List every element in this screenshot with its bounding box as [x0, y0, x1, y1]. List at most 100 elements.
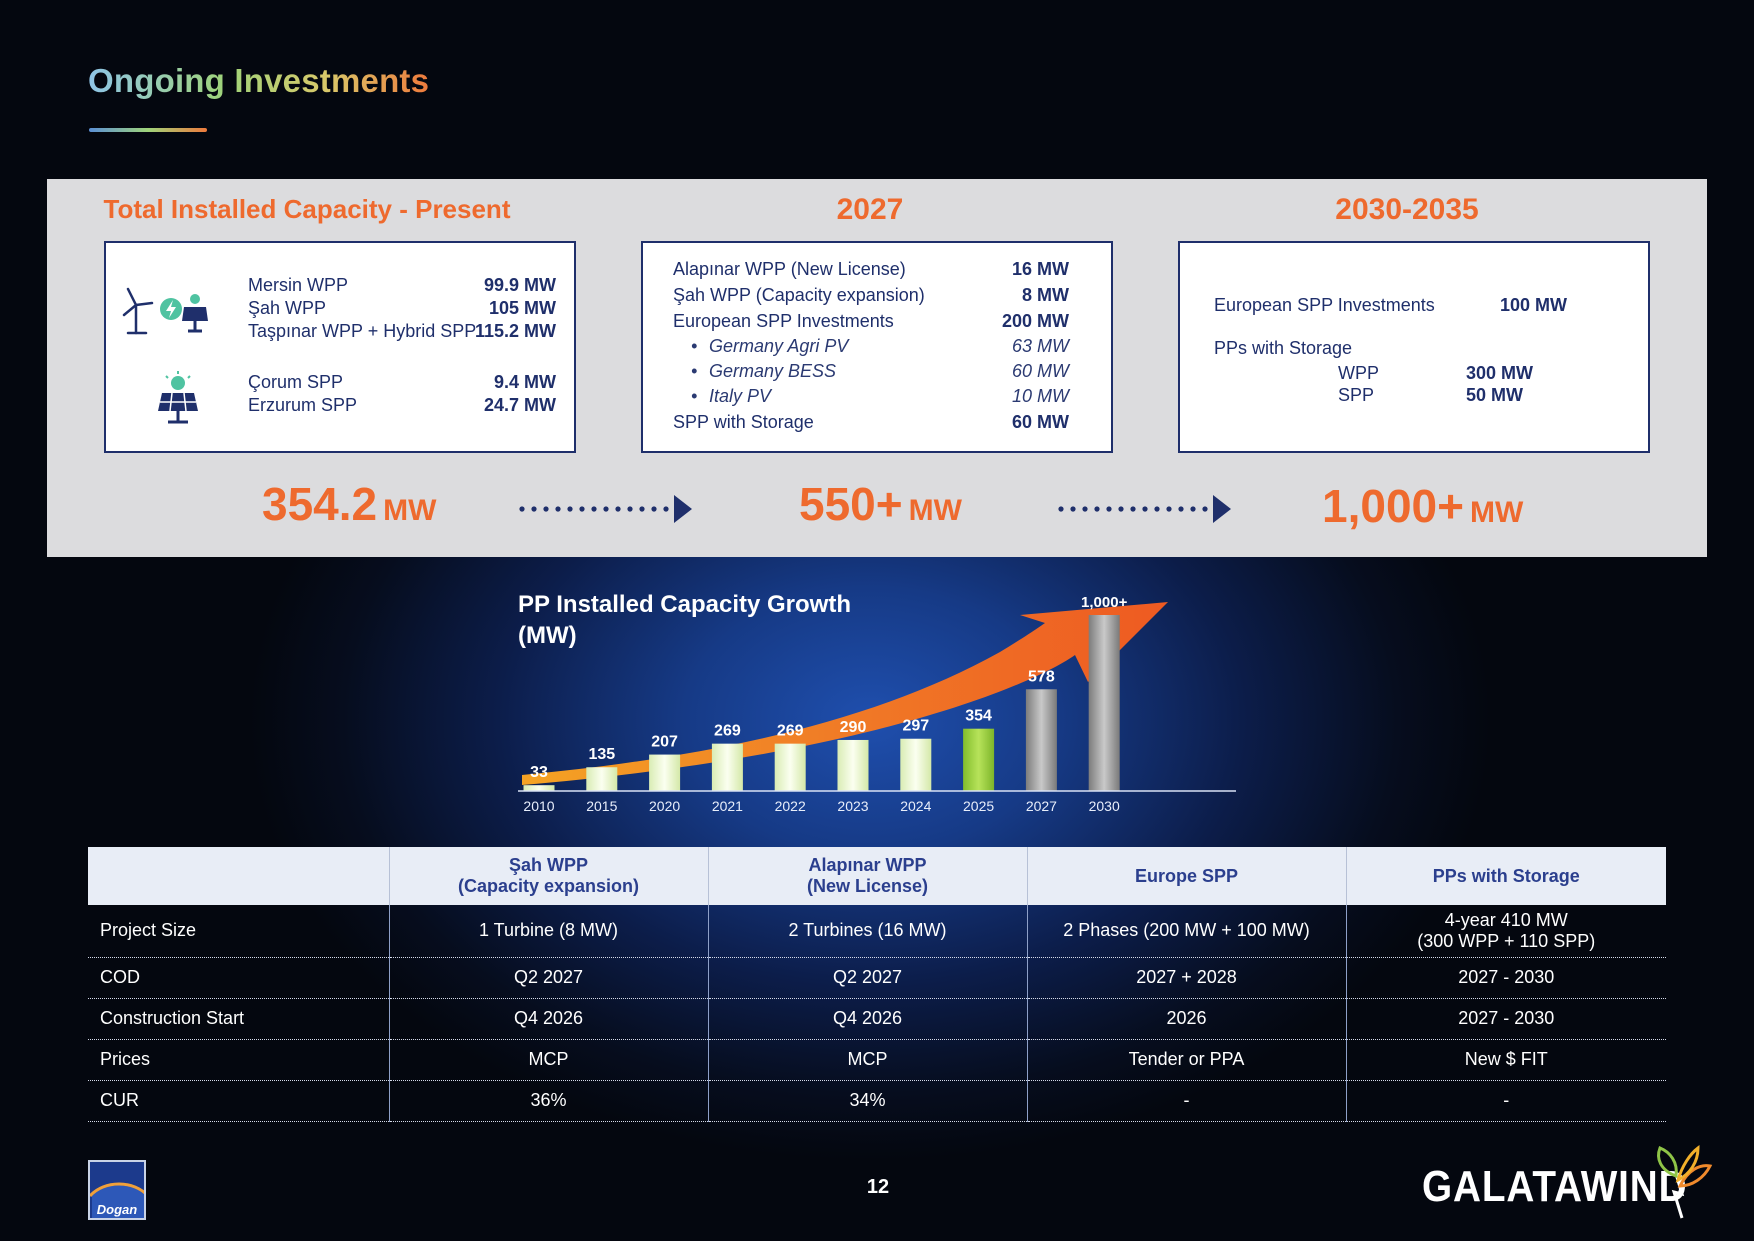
table-row: Project Size 1 Turbine (8 MW) 2 Turbines (…: [88, 905, 1666, 958]
table-cell: 4-year 410 MW (300 WPP + 110 SPP): [1346, 905, 1666, 958]
chart-bar: [586, 767, 618, 791]
chart-bar: [900, 738, 932, 791]
y2027-row-label: Şah WPP (Capacity expansion): [673, 285, 925, 305]
title-underline: [89, 128, 207, 132]
table-header-row: Şah WPP (Capacity expansion) Alapınar WPP…: [88, 847, 1666, 905]
dotted-arrow-icon: [1058, 495, 1231, 523]
table-header-cell: Alapınar WPP (New License): [708, 847, 1028, 905]
dogan-logo-text: Dogan: [96, 1202, 138, 1217]
chart-title-line2: (MW): [518, 622, 577, 649]
chart-bars: 33 2010 135 2015 207 2020 269 2021 269 2022 290 202…: [523, 594, 1127, 814]
y2027-row-label: SPP with Storage: [673, 412, 814, 432]
dogan-logo-mark-icon: [90, 1162, 144, 1218]
table-cell: Q4 2026: [708, 998, 1028, 1040]
table-cell: Q4 2026: [389, 998, 709, 1040]
present-row-label: Şah WPP: [248, 298, 327, 318]
table-cell: 2027 - 2030: [1346, 957, 1666, 999]
table-cell: 2 Turbines (16 MW): [708, 905, 1028, 958]
table-cell: Q2 2027: [389, 957, 709, 999]
y2027-row-value: 16 MW: [1011, 259, 1069, 279]
chart-data-label: 297: [902, 718, 929, 735]
y2027-sub-label: Germany Agri PV: [709, 336, 849, 356]
table-cell: New $ FIT: [1346, 1039, 1666, 1081]
present-total-number: 354.2: [262, 478, 378, 530]
capacity-growth-chart: PP Installed Capacity Growth (MW) 33 2010…: [518, 591, 1236, 814]
y2027-sub-bullet: •: [691, 361, 698, 381]
chart-bar: [523, 785, 555, 791]
table-cell: Tender or PPA: [1027, 1039, 1347, 1081]
y2027-sub-label: Italy PV: [709, 386, 772, 406]
dotted-arrow-icon: [519, 495, 692, 523]
present-row-value: 99.9 MW: [483, 275, 556, 295]
chart-x-tick-label: 2023: [837, 798, 868, 814]
table-row: Prices MCP MCP Tender or PPA New $ FIT: [88, 1039, 1666, 1081]
present-total-unit: MW: [383, 494, 437, 527]
table-cell: -: [1346, 1080, 1666, 1122]
y2027-row-value: 8 MW: [1022, 285, 1069, 305]
y2030-storage-label: PPs with Storage: [1214, 338, 1353, 358]
chart-data-label: 578: [1028, 668, 1055, 685]
table-row-label: Construction Start: [88, 998, 390, 1040]
y2030-heading: 2030-2035: [1335, 193, 1479, 226]
present-row-value: 24.7 MW: [483, 395, 556, 415]
table-cell: 2027 + 2028: [1027, 957, 1347, 999]
y2030-box: European SPP Investments 100 MW PPs with…: [1178, 241, 1650, 453]
y2027-sub-value: 63 MW: [1011, 336, 1069, 356]
chart-x-tick-label: 2015: [586, 798, 617, 814]
y2027-total: 550+ MW: [799, 477, 962, 531]
y2027-total-number: 550+: [799, 478, 903, 530]
present-row-value: 9.4 MW: [493, 372, 556, 392]
chart-data-label: 269: [714, 723, 741, 740]
chart-bar: [963, 728, 995, 791]
present-heading: Total Installed Capacity - Present: [103, 194, 511, 224]
y2030-wpp-label: WPP: [1338, 363, 1380, 383]
present-row-label: Taşpınar WPP + Hybrid SPP: [248, 321, 477, 341]
y2030-total-unit: MW: [1469, 496, 1524, 529]
y2030-spp-label: SPP: [1338, 385, 1375, 405]
page-title: Ongoing Investments: [88, 62, 430, 99]
table-cell: 1 Turbine (8 MW): [389, 905, 709, 958]
y2027-sub-value: 60 MW: [1011, 361, 1069, 381]
chart-x-tick-label: 2022: [775, 798, 806, 814]
y2027-sub-label: Germany BESS: [709, 361, 837, 381]
chart-data-label: 135: [588, 746, 615, 763]
page-number: 12: [866, 1176, 890, 1198]
table-header-cell: PPs with Storage: [1346, 847, 1666, 905]
chart-x-tick-label: 2027: [1026, 798, 1057, 814]
chart-bar: [774, 743, 806, 791]
table-cell: 2026: [1027, 998, 1347, 1040]
present-row-label: Mersin WPP: [248, 275, 349, 295]
y2027-heading: 2027: [836, 193, 904, 226]
y2030-total-number: 1,000+: [1322, 480, 1464, 532]
capacity-panel: Total Installed Capacity - Present: [47, 179, 1707, 557]
table-cell: MCP: [708, 1039, 1028, 1081]
chart-bar: [711, 743, 743, 791]
y2027-row-value: 60 MW: [1011, 412, 1069, 432]
table-header-cell: Şah WPP (Capacity expansion): [389, 847, 709, 905]
y2027-row-label: European SPP Investments: [673, 311, 894, 331]
table-cell: MCP: [389, 1039, 709, 1081]
chart-data-label: 1,000+: [1081, 594, 1128, 611]
table-cell: 36%: [389, 1080, 709, 1122]
y2027-sub-bullet: •: [691, 336, 698, 356]
chart-title-line1: PP Installed Capacity Growth: [518, 591, 851, 618]
present-row-label: Çorum SPP: [248, 372, 344, 392]
present-row-value: 115.2 MW: [474, 321, 556, 341]
table-cell: Q2 2027: [708, 957, 1028, 999]
chart-x-tick-label: 2020: [649, 798, 680, 814]
y2027-row-value: 200 MW: [1001, 311, 1069, 331]
chart-x-tick-label: 2030: [1089, 798, 1120, 814]
y2030-european-value: 100 MW: [1500, 295, 1568, 315]
y2030-total: 1,000+ MW: [1322, 479, 1523, 533]
projects-table: Şah WPP (Capacity expansion) Alapınar WPP…: [88, 847, 1666, 1122]
table-row: COD Q2 2027 Q2 2027 2027 + 2028 2027 - 2030: [88, 957, 1666, 999]
present-row-value: 105 MW: [488, 298, 556, 318]
chart-x-tick-label: 2021: [712, 798, 743, 814]
chart-bar: [837, 739, 869, 791]
chart-data-label: 290: [840, 719, 867, 736]
wind-solar-hybrid-icon: [122, 287, 208, 335]
chart-data-label: 354: [965, 708, 992, 725]
solar-panel-icon: [158, 371, 198, 424]
table-body: Project Size 1 Turbine (8 MW) 2 Turbines (…: [88, 905, 1666, 1122]
y2027-sub-value: 10 MW: [1011, 386, 1069, 406]
